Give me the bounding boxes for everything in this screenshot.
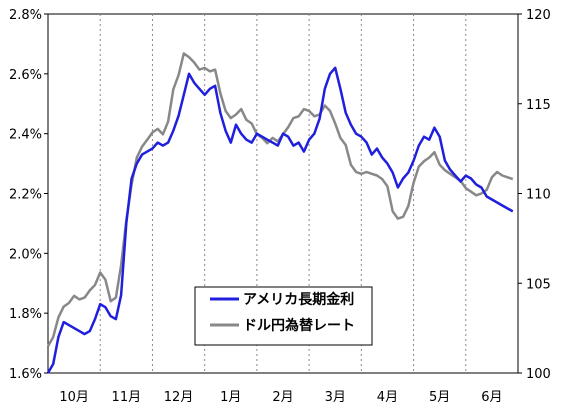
x-tick-label: 4月 — [377, 390, 398, 405]
x-tick-label: 5月 — [429, 390, 450, 405]
right-tick-label: 115 — [526, 98, 551, 113]
left-tick-label: 2.0% — [9, 247, 42, 262]
left-tick-label: 2.4% — [9, 128, 42, 143]
legend-label-fx: ドル円為替レート — [243, 317, 355, 334]
right-axis-tick-labels: 100 105 110 115 120 — [518, 8, 551, 382]
left-tick-label: 2.8% — [9, 8, 42, 23]
legend-label-rate: アメリカ長期金利 — [243, 291, 354, 308]
right-tick-label: 105 — [526, 277, 551, 292]
x-tick-label: 6月 — [481, 390, 502, 405]
right-tick-label: 110 — [526, 188, 551, 203]
x-tick-label: 1月 — [220, 390, 241, 405]
left-tick-label: 1.8% — [9, 307, 42, 322]
left-tick-label: 1.6% — [9, 367, 42, 382]
left-axis-tick-labels: 1.6% 1.8% 2.0% 2.2% 2.4% 2.6% 2.8% — [9, 8, 48, 382]
x-axis-tick-labels: 10月 11月 12月 1月 2月 3月 4月 5月 6月 — [59, 390, 502, 405]
right-tick-label: 100 — [526, 367, 551, 382]
x-tick-label: 3月 — [325, 390, 346, 405]
left-tick-label: 2.2% — [9, 188, 42, 203]
legend-box — [194, 286, 373, 346]
x-tick-label: 2月 — [272, 390, 293, 405]
series-line-rate — [46, 66, 514, 374]
series-lines — [46, 52, 514, 374]
x-tick-label: 12月 — [164, 390, 194, 405]
x-tick-label: 11月 — [112, 390, 142, 405]
legend: アメリカ長期金利 ドル円為替レート — [194, 286, 373, 346]
right-tick-label: 120 — [526, 8, 551, 23]
x-tick-label: 10月 — [59, 390, 89, 405]
left-tick-label: 2.6% — [9, 68, 42, 83]
